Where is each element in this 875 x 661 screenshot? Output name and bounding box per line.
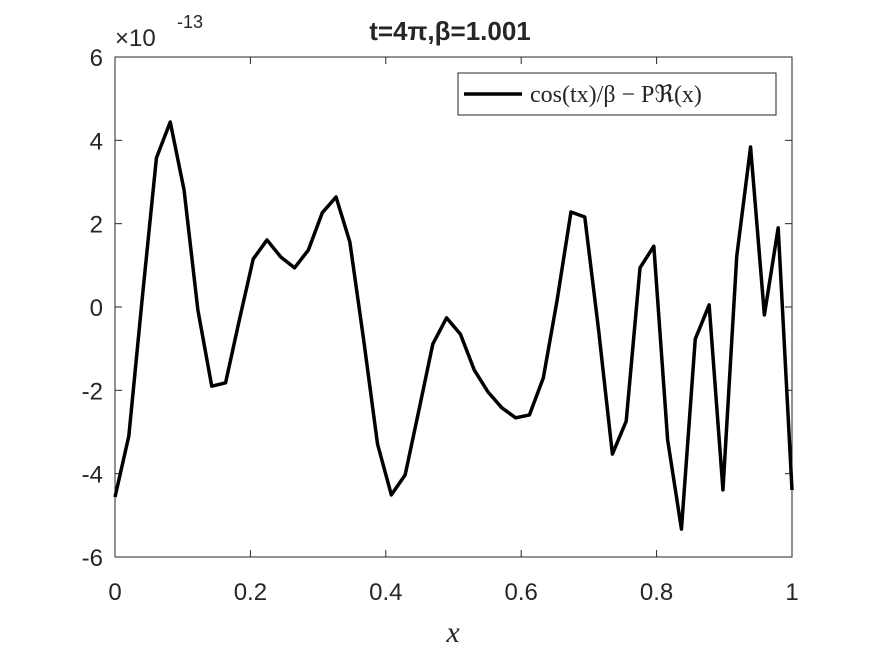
legend-label: cos(tx)/β − Pℜ(x) <box>530 82 702 108</box>
plot-layer: -6 -4 -2 0 2 4 6 0 0.2 0.4 0.6 0.8 1 cos(tx)/β − Pℜ(x… <box>82 45 799 606</box>
y-tick-label: 2 <box>90 212 103 239</box>
x-tick-label: 0 <box>108 579 121 606</box>
x-tick-label: 1 <box>785 579 798 606</box>
y-tick-label: -6 <box>82 545 103 572</box>
y-tick-label: -2 <box>82 378 103 405</box>
data-line <box>113 120 794 531</box>
y-tick-label: 6 <box>90 45 103 72</box>
y-tick-label: 0 <box>90 295 103 322</box>
y-tick-label: 4 <box>90 128 103 155</box>
chart-title: t=4π,β=1.001 <box>369 16 531 46</box>
x-axis-label: x <box>445 616 460 649</box>
x-tick-label: 0.8 <box>640 579 673 606</box>
x-tick-label: 0.2 <box>234 579 267 606</box>
y-exponent: -13 <box>177 12 203 32</box>
x-tick-label: 0.4 <box>369 579 402 606</box>
x-tick-label: 0.6 <box>505 579 538 606</box>
plot-box <box>114 56 793 558</box>
y-multiplier: ×10 <box>115 25 156 52</box>
y-tick-label: -4 <box>82 462 103 489</box>
